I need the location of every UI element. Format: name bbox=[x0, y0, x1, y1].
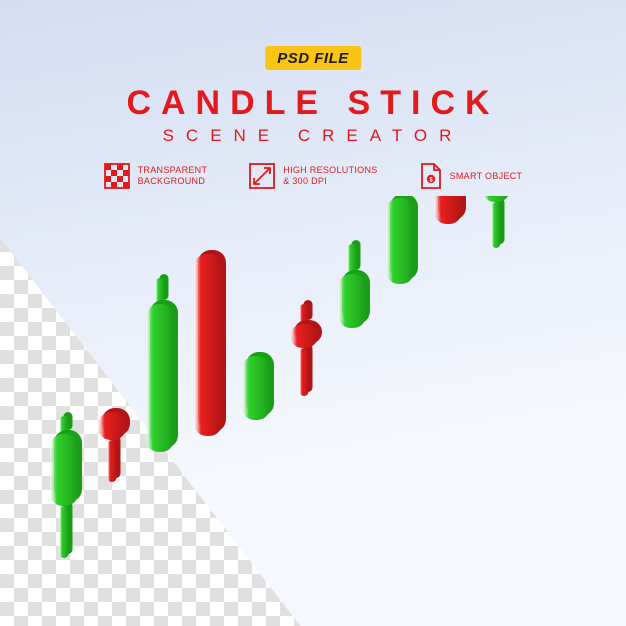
candle bbox=[386, 196, 418, 284]
checker-icon bbox=[104, 163, 130, 189]
file-type-badge: PSD FILE bbox=[265, 46, 361, 70]
canvas: PSD FILE CANDLE STICK SCENE CREATOR TRAN… bbox=[0, 0, 626, 626]
feature-smart-object: $ SMART OBJECT bbox=[420, 162, 523, 190]
candle bbox=[338, 240, 370, 328]
candle bbox=[290, 300, 322, 396]
candlestick-chart bbox=[0, 196, 626, 626]
candle bbox=[146, 274, 178, 452]
candle bbox=[434, 196, 466, 224]
product-subtitle: SCENE CREATOR bbox=[0, 126, 626, 146]
candle bbox=[50, 412, 82, 558]
resolution-icon bbox=[249, 163, 275, 189]
candle bbox=[242, 352, 274, 420]
feature-label: HIGH RESOLUTIONS& 300 DPI bbox=[283, 165, 377, 187]
feature-transparent-bg: TRANSPARENTBACKGROUND bbox=[104, 162, 208, 190]
feature-high-res: HIGH RESOLUTIONS& 300 DPI bbox=[249, 162, 377, 190]
product-title: CANDLE STICK bbox=[0, 84, 626, 123]
candle bbox=[194, 250, 226, 436]
candle bbox=[482, 196, 514, 248]
feature-label: TRANSPARENTBACKGROUND bbox=[138, 165, 208, 187]
feature-label: SMART OBJECT bbox=[450, 171, 523, 182]
smart-icon: $ bbox=[420, 162, 442, 190]
feature-row: TRANSPARENTBACKGROUND HIGH RESOLUTIONS& … bbox=[0, 162, 626, 190]
candle bbox=[98, 408, 130, 482]
